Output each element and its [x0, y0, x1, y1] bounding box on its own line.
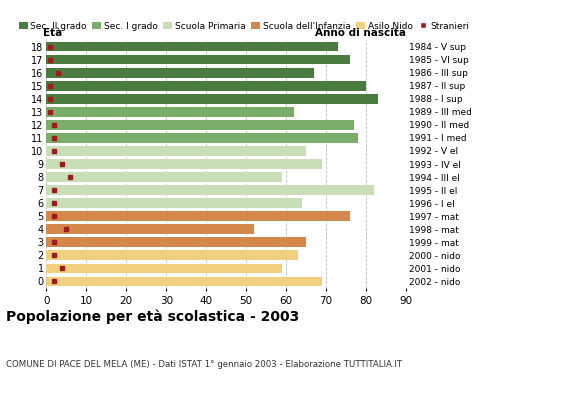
Bar [46, 198, 302, 208]
Bar [46, 55, 350, 64]
Bar [46, 238, 306, 247]
Bar [46, 250, 298, 260]
Bar [46, 264, 282, 273]
Bar [46, 211, 350, 221]
Bar [46, 107, 294, 117]
Text: Popolazione per età scolastica - 2003: Popolazione per età scolastica - 2003 [6, 310, 299, 324]
Bar [46, 146, 306, 156]
Bar [46, 42, 338, 52]
Bar [46, 68, 314, 78]
Bar [46, 172, 282, 182]
Bar [46, 159, 322, 169]
Bar [46, 94, 378, 104]
Legend: Sec. II grado, Sec. I grado, Scuola Primaria, Scuola dell'Infanzia, Asilo Nido, : Sec. II grado, Sec. I grado, Scuola Prim… [19, 22, 469, 30]
Bar [46, 185, 374, 195]
Bar [46, 81, 366, 90]
Text: Età: Età [43, 28, 62, 38]
Bar [46, 224, 254, 234]
Text: Anno di nascita: Anno di nascita [315, 28, 406, 38]
Bar [46, 133, 358, 143]
Bar [46, 120, 354, 130]
Bar [46, 276, 322, 286]
Text: COMUNE DI PACE DEL MELA (ME) - Dati ISTAT 1° gennaio 2003 - Elaborazione TUTTITA: COMUNE DI PACE DEL MELA (ME) - Dati ISTA… [6, 360, 402, 369]
